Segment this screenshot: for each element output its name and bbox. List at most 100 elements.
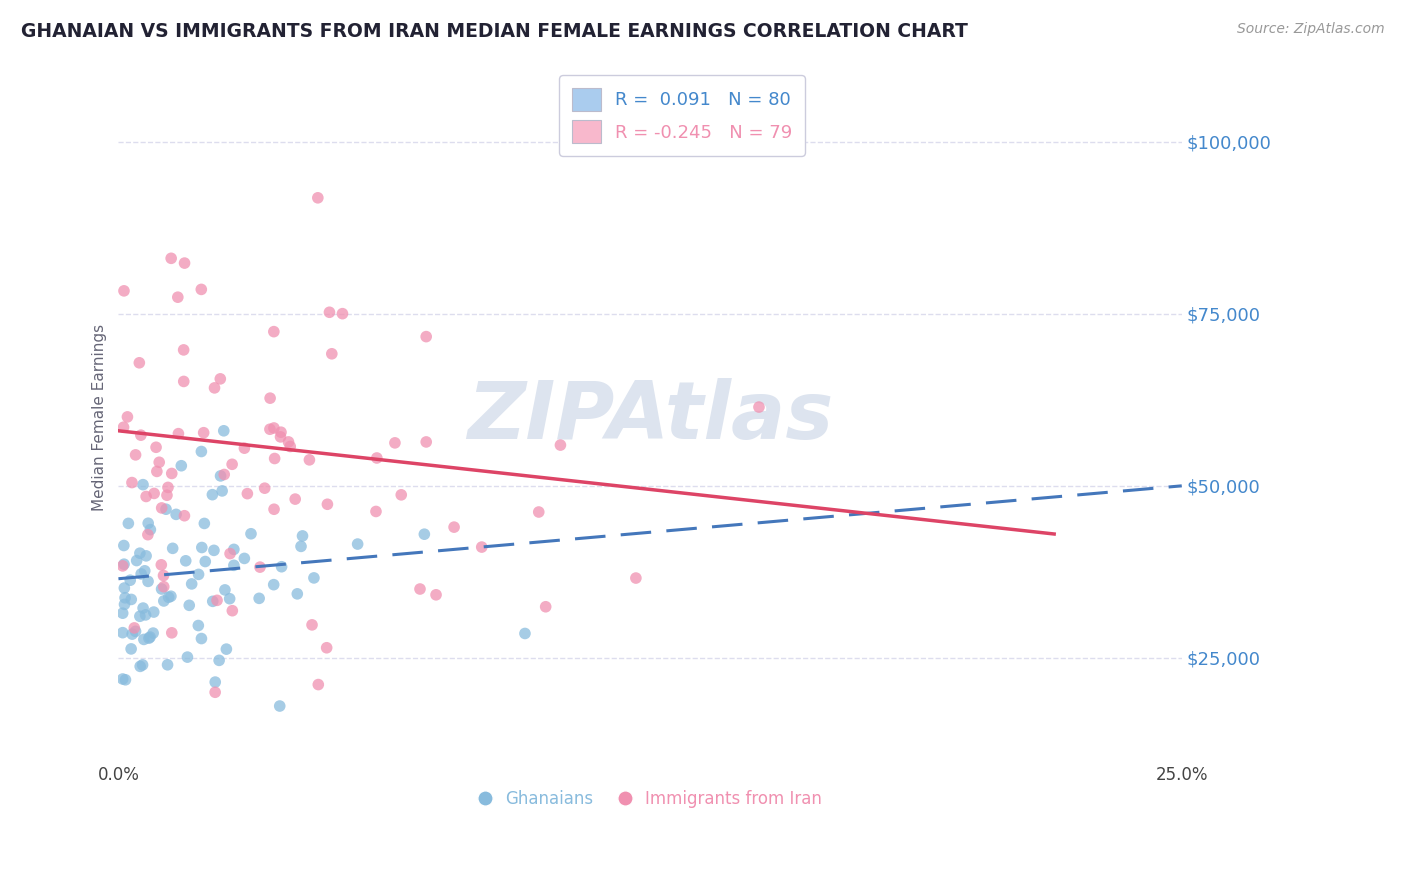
Text: Source: ZipAtlas.com: Source: ZipAtlas.com [1237, 22, 1385, 37]
Point [263, 325, 285, 339]
Point [136, 527, 159, 541]
Point [162, 541, 184, 556]
Point [624, 571, 647, 585]
Point [134, 564, 156, 578]
Point [214, 582, 236, 597]
Point [150, 582, 173, 596]
Point [121, 475, 143, 490]
Point [111, 606, 134, 620]
Point [160, 252, 183, 266]
Point [167, 426, 190, 441]
Point [148, 455, 170, 469]
Point [124, 621, 146, 635]
Point [132, 477, 155, 491]
Point [209, 372, 232, 386]
Point [176, 650, 198, 665]
Point [366, 450, 388, 465]
Point [318, 305, 340, 319]
Point [291, 529, 314, 543]
Point [270, 430, 292, 444]
Point [218, 591, 240, 606]
Point [112, 581, 135, 595]
Point [142, 626, 165, 640]
Point [166, 290, 188, 304]
Point [208, 653, 231, 667]
Point [211, 483, 233, 498]
Point [152, 580, 174, 594]
Point [131, 657, 153, 672]
Point [136, 574, 159, 589]
Point [135, 607, 157, 622]
Point [156, 480, 179, 494]
Point [384, 435, 406, 450]
Text: GHANAIAN VS IMMIGRANTS FROM IRAN MEDIAN FEMALE EARNINGS CORRELATION CHART: GHANAIAN VS IMMIGRANTS FROM IRAN MEDIAN … [21, 22, 967, 41]
Point [129, 659, 152, 673]
Point [146, 464, 169, 478]
Point [290, 540, 312, 554]
Point [204, 685, 226, 699]
Point [124, 448, 146, 462]
Point [263, 451, 285, 466]
Point [160, 467, 183, 481]
Point [259, 422, 281, 436]
Point [129, 566, 152, 581]
Point [173, 256, 195, 270]
Point [249, 560, 271, 574]
Point [179, 599, 201, 613]
Point [307, 677, 329, 691]
Point [139, 630, 162, 644]
Point [321, 347, 343, 361]
Point [263, 577, 285, 591]
Point [332, 307, 354, 321]
Point [415, 329, 437, 343]
Point [236, 486, 259, 500]
Point [550, 438, 572, 452]
Point [212, 424, 235, 438]
Point [443, 520, 465, 534]
Point [269, 699, 291, 714]
Point [128, 609, 150, 624]
Point [117, 516, 139, 531]
Point [259, 391, 281, 405]
Point [173, 375, 195, 389]
Point [190, 282, 212, 296]
Point [307, 191, 329, 205]
Point [270, 559, 292, 574]
Point [263, 502, 285, 516]
Point [205, 593, 228, 607]
Point [111, 558, 134, 573]
Point [219, 547, 242, 561]
Point [190, 632, 212, 646]
Legend: Ghanaians, Immigrants from Iran: Ghanaians, Immigrants from Iran [472, 783, 828, 814]
Point [136, 516, 159, 531]
Point [114, 673, 136, 687]
Point [173, 508, 195, 523]
Point [202, 543, 225, 558]
Point [409, 582, 432, 596]
Point [155, 502, 177, 516]
Point [132, 632, 155, 647]
Point [150, 500, 173, 515]
Point [129, 428, 152, 442]
Point [120, 641, 142, 656]
Point [389, 488, 412, 502]
Point [153, 594, 176, 608]
Point [527, 505, 550, 519]
Point [112, 284, 135, 298]
Point [193, 425, 215, 440]
Point [425, 588, 447, 602]
Point [285, 587, 308, 601]
Text: ZIPAtlas: ZIPAtlas [467, 378, 834, 456]
Point [157, 591, 180, 605]
Point [201, 488, 224, 502]
Point [160, 625, 183, 640]
Point [284, 492, 307, 507]
Point [233, 551, 256, 566]
Point [221, 458, 243, 472]
Point [150, 558, 173, 572]
Point [302, 571, 325, 585]
Point [112, 539, 135, 553]
Point [204, 381, 226, 395]
Point [142, 605, 165, 619]
Point [253, 481, 276, 495]
